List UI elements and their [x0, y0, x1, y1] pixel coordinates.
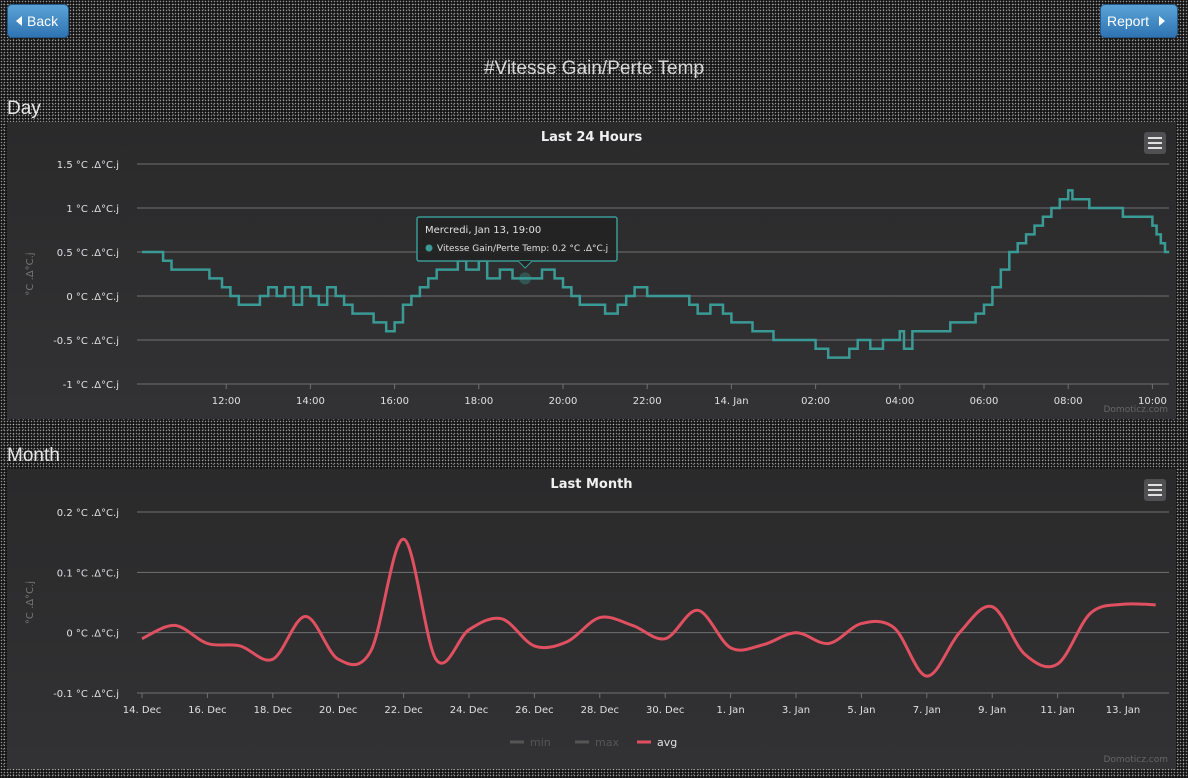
day-chart-menu-button[interactable] — [1144, 132, 1166, 154]
y-tick-label: 0.1 °C .Δ°C.j — [57, 568, 119, 579]
x-tick-label: 14:00 — [296, 396, 325, 407]
day-chart-title: Last 24 Hours — [540, 130, 643, 145]
x-tick-label: 14. Jan — [714, 396, 749, 407]
legend-label: min — [530, 736, 551, 749]
x-tick-label: 18:00 — [464, 396, 493, 407]
x-tick-label: 11. Jan — [1040, 705, 1075, 716]
report-button[interactable]: Report — [1100, 4, 1178, 38]
x-tick-label: 16:00 — [380, 396, 409, 407]
hover-marker — [519, 272, 532, 285]
month-chart-panel: Last Month 0.2 °C .Δ°C.j 0.1 °C .Δ°C.j 0 °… — [7, 469, 1176, 769]
x-tick-label: 26. Dec — [515, 705, 553, 716]
y-axis-title: °C .Δ°C.j — [25, 581, 36, 624]
section-label-day: Day — [7, 98, 41, 119]
hamburger-icon-bar — [1148, 489, 1162, 491]
month-chart-menu-button[interactable] — [1144, 479, 1166, 501]
hamburger-icon-bar — [1148, 484, 1162, 486]
x-tick-label: 06:00 — [970, 396, 999, 407]
month-chart-title: Last Month — [550, 477, 633, 492]
y-tick-label: 0 °C .Δ°C.j — [66, 629, 119, 640]
x-tick-label: 3. Jan — [782, 705, 810, 716]
hamburger-icon-bar — [1148, 137, 1162, 139]
y-tick-label: 0.2 °C .Δ°C.j — [57, 508, 119, 519]
x-tick-label: 02:00 — [801, 396, 830, 407]
x-tick-label: 04:00 — [885, 396, 914, 407]
y-axis-title: °C .Δ°C.j — [25, 252, 36, 295]
x-tick-label: 10:00 — [1138, 396, 1167, 407]
y-tick-label: -0.5 °C .Δ°C.j — [53, 336, 119, 347]
x-tick-label: 20:00 — [549, 396, 578, 407]
x-tick-label: 30. Dec — [646, 705, 684, 716]
legend-item-avg[interactable]: avg — [637, 736, 677, 749]
legend-item-min[interactable]: min — [510, 736, 551, 749]
x-tick-label: 12:00 — [212, 396, 241, 407]
x-tick-label: 16. Dec — [188, 705, 226, 716]
back-button[interactable]: Back — [7, 4, 69, 38]
month-chart-credit[interactable]: Domoticz.com — [1103, 755, 1169, 765]
section-label-month: Month — [7, 445, 60, 466]
tooltip-box — [416, 216, 618, 262]
x-tick-label: 9. Jan — [978, 705, 1006, 716]
x-tick-label: 24. Dec — [450, 705, 488, 716]
x-tick-label: 22. Dec — [384, 705, 422, 716]
y-tick-label: 0 °C .Δ°C.j — [66, 292, 119, 303]
hamburger-icon-bar — [1148, 147, 1162, 149]
day-chart-plot[interactable]: 1.5 °C .Δ°C.j 1 °C .Δ°C.j 0.5 °C .Δ°C.j 0 °… — [7, 122, 1176, 419]
x-tick-label: 22:00 — [633, 396, 662, 407]
x-tick-label: 28. Dec — [581, 705, 619, 716]
x-tick-label: 14. Dec — [123, 705, 161, 716]
x-tick-label: 13. Jan — [1106, 705, 1141, 716]
legend-label: avg — [657, 736, 677, 749]
back-button-label: Back — [27, 13, 59, 29]
hamburger-icon-bar — [1148, 142, 1162, 144]
arrow-right-icon — [1159, 16, 1166, 26]
day-chart-panel: Last 24 Hours 1.5 °C .Δ°C.j 1 °C .Δ°C.j 0.… — [7, 122, 1176, 419]
tooltip-value: Vitesse Gain/Perte Temp: 0.2 °C .Δ°C.j — [437, 244, 608, 254]
x-tick-label: 20. Dec — [319, 705, 357, 716]
hamburger-icon-bar — [1148, 494, 1162, 496]
x-tick-label: 1. Jan — [717, 705, 745, 716]
tooltip-pointer — [517, 260, 533, 269]
y-tick-label: 1.5 °C .Δ°C.j — [57, 160, 119, 171]
legend-item-max[interactable]: max — [575, 736, 619, 749]
page-title: #Vitesse Gain/Perte Temp — [483, 58, 705, 79]
tooltip-series-dot — [425, 244, 433, 252]
y-tick-label: 0.5 °C .Δ°C.j — [57, 248, 119, 259]
month-chart-plot[interactable]: 0.2 °C .Δ°C.j 0.1 °C .Δ°C.j 0 °C .Δ°C.j -0.… — [7, 469, 1176, 769]
x-tick-label: 08:00 — [1054, 396, 1083, 407]
x-tick-label: 5. Jan — [847, 705, 875, 716]
y-tick-label: 1 °C .Δ°C.j — [66, 204, 119, 215]
avg-series-line — [141, 537, 1156, 678]
legend-label: max — [595, 736, 619, 749]
y-tick-label: -1 °C .Δ°C.j — [63, 380, 119, 391]
arrow-left-icon — [16, 16, 22, 26]
y-tick-label: -0.1 °C .Δ°C.j — [53, 689, 119, 700]
tooltip-header: Mercredi, Jan 13, 19:00 — [425, 225, 541, 236]
day-chart-credit[interactable]: Domoticz.com — [1103, 405, 1169, 415]
report-button-label: Report — [1107, 13, 1150, 29]
x-tick-label: 7. Jan — [913, 705, 941, 716]
day-series-line — [142, 189, 1170, 359]
x-tick-label: 18. Dec — [254, 705, 292, 716]
